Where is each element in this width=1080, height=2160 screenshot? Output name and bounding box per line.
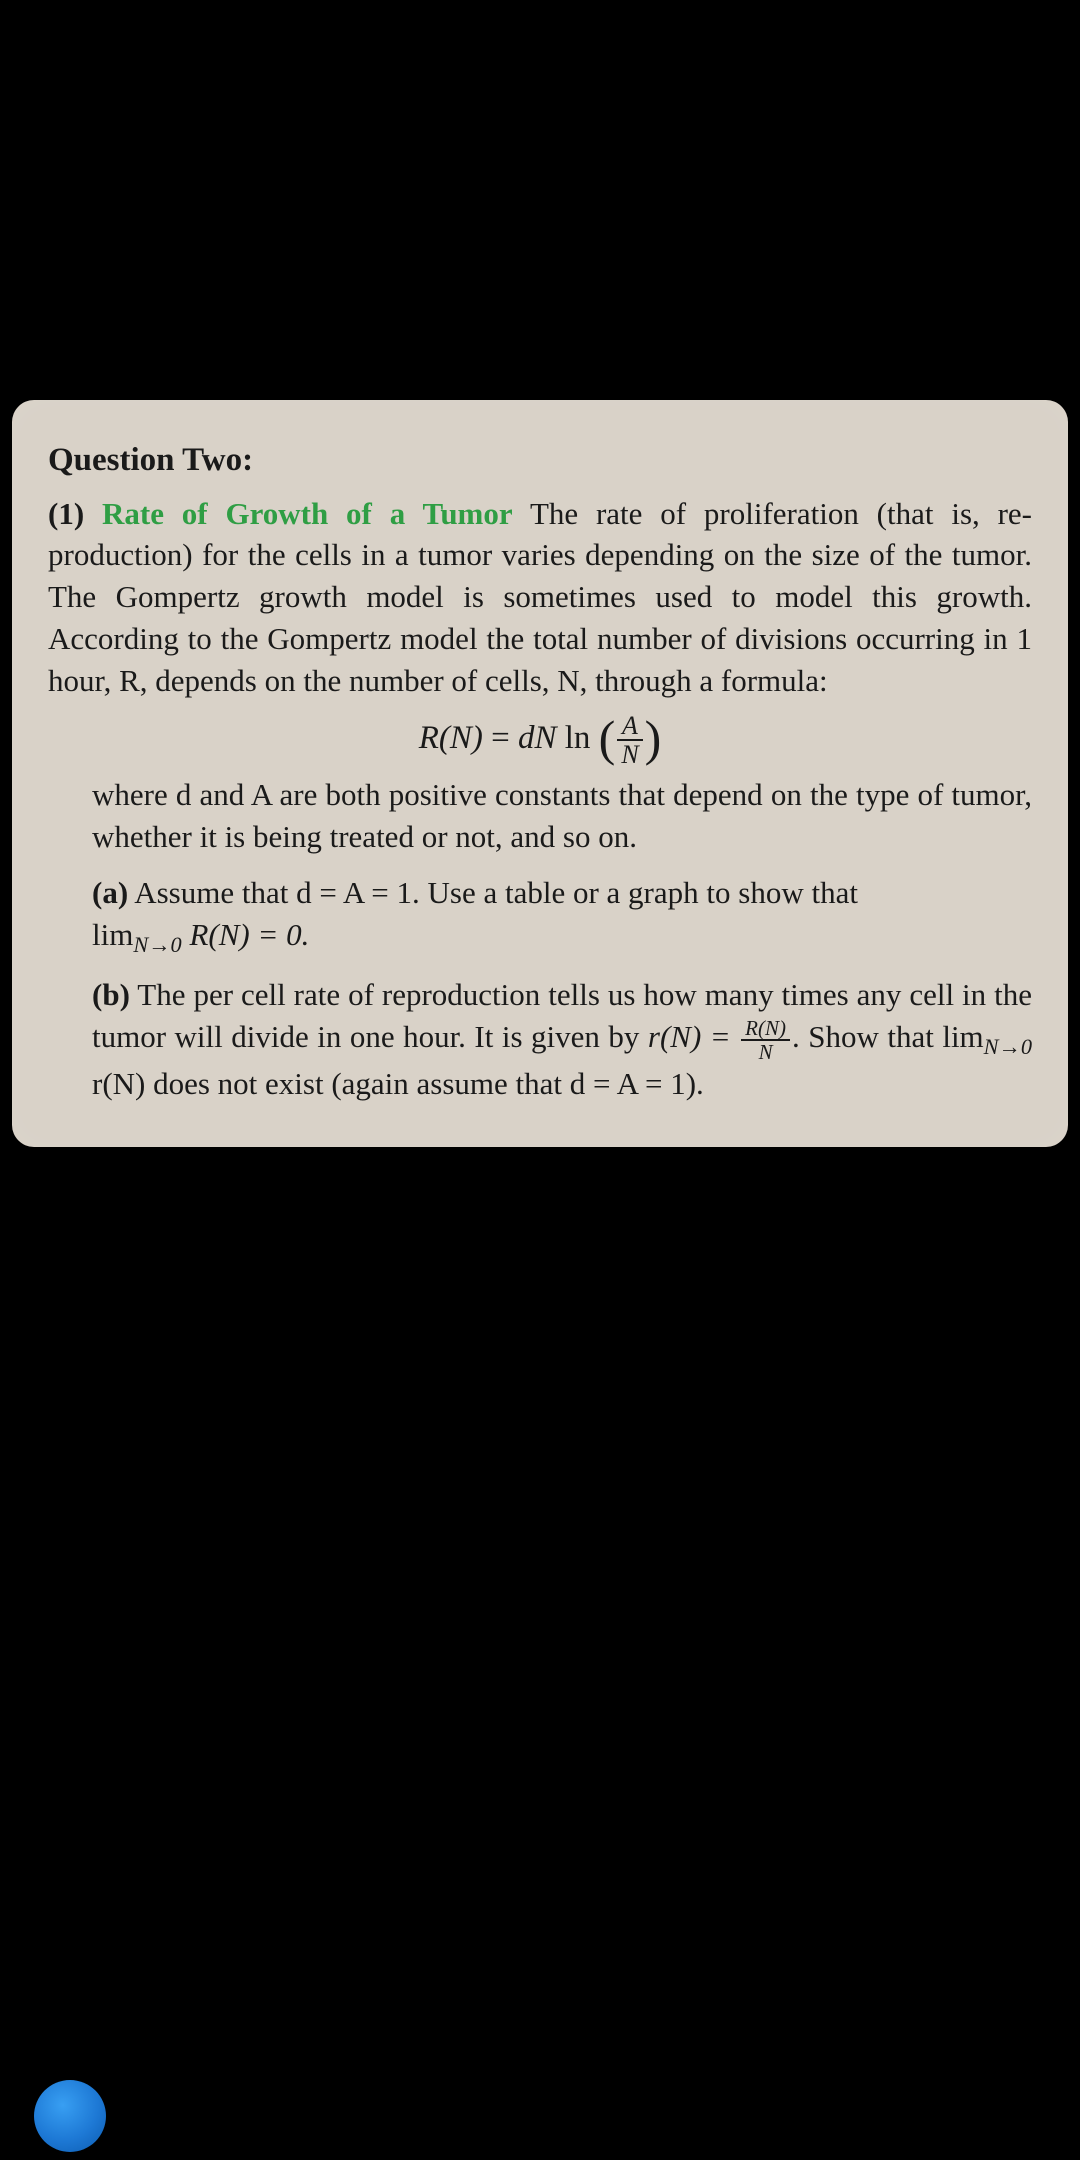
part-a-after: R(N) = 0. bbox=[189, 917, 309, 952]
formula-frac: AN bbox=[617, 712, 642, 769]
part-b: (b) The per cell rate of reproduction te… bbox=[48, 974, 1032, 1105]
part-a: (a) Assume that d = A = 1. Use a table o… bbox=[48, 872, 1032, 960]
rparen: ) bbox=[645, 718, 662, 758]
where-paragraph: where d and A are both positive constant… bbox=[48, 774, 1032, 858]
bottom-black-bar bbox=[0, 2070, 1080, 2160]
part-b-rdef-lhs: r(N) = bbox=[648, 1019, 731, 1054]
formula-frac-bot: N bbox=[617, 741, 642, 768]
part-b-s2b: r(N) does not exist (again assume that d… bbox=[92, 1066, 704, 1101]
formula-main: R(N) = dN ln (AN) bbox=[48, 712, 1032, 769]
formula-eq: = bbox=[491, 720, 510, 756]
question-heading: Question Two: bbox=[48, 438, 1032, 483]
part-b-frac-bot: N bbox=[741, 1041, 790, 1063]
messenger-chat-head-icon[interactable] bbox=[34, 2080, 106, 2152]
problem-number: (1) bbox=[48, 496, 84, 531]
textbook-page: Question Two: (1) Rate of Growth of a Tu… bbox=[12, 400, 1068, 1147]
formula-lhs: R(N) bbox=[419, 720, 483, 756]
part-a-label: (a) bbox=[92, 875, 128, 910]
problem-title: Rate of Growth of a Tumor bbox=[102, 496, 513, 531]
screenshot-viewport: Question Two: (1) Rate of Growth of a Tu… bbox=[0, 0, 1080, 2160]
part-a-text1: Assume that d = A = 1. Use a table or a … bbox=[134, 875, 858, 910]
part-b-frac-top: R(N) bbox=[741, 1017, 790, 1041]
part-b-s2a: . Show that lim bbox=[792, 1019, 984, 1054]
formula-coeff: dN bbox=[518, 720, 557, 756]
top-black-region bbox=[0, 0, 1080, 400]
formula-fn: ln bbox=[565, 720, 591, 756]
part-a-lim: lim bbox=[92, 917, 133, 952]
problem-intro: (1) Rate of Growth of a Tumor The rate o… bbox=[48, 493, 1032, 702]
lparen: ( bbox=[599, 718, 616, 758]
part-b-frac: R(N)N bbox=[741, 1017, 790, 1063]
part-a-lim-sub: N→0 bbox=[133, 932, 181, 957]
part-b-lim-sub: N→0 bbox=[984, 1034, 1032, 1059]
formula-frac-top: A bbox=[617, 712, 642, 741]
part-b-label: (b) bbox=[92, 977, 130, 1012]
